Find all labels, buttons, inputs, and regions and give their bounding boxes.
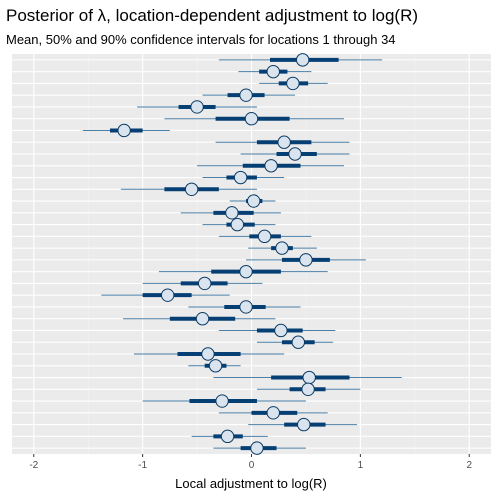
mean-point-loc-6: [244, 112, 259, 126]
mean-point-loc-34: [250, 441, 264, 455]
mean-point-loc-16: [257, 229, 272, 244]
mean-point-loc-8: [277, 135, 291, 149]
interval-marks: [82, 53, 402, 455]
x-tick-label: 2: [466, 460, 472, 471]
x-tick-label: -2: [29, 460, 38, 471]
x-axis: -2 -1 0 1 2: [29, 454, 472, 471]
x-tick-label: -1: [138, 460, 147, 471]
x-axis-title: Local adjustment to log(R): [175, 476, 327, 491]
mean-point-loc-2: [266, 64, 280, 79]
mean-point-loc-17: [275, 241, 289, 255]
mean-point-loc-33: [220, 429, 235, 444]
mean-point-loc-12: [184, 182, 199, 196]
mean-point-loc-1: [295, 53, 310, 67]
mean-point-loc-9: [288, 147, 302, 161]
mean-point-loc-18: [299, 253, 313, 267]
x-tick-label: 0: [249, 460, 255, 471]
mean-point-loc-19: [239, 264, 253, 279]
mean-point-loc-26: [201, 347, 215, 361]
mean-point-loc-7: [117, 123, 131, 138]
chart-title: Posterior of λ, location-dependent adjus…: [6, 6, 418, 25]
x-tick-label: 1: [358, 460, 364, 471]
mean-point-loc-10: [264, 159, 278, 173]
mean-point-loc-31: [266, 406, 280, 420]
mean-point-loc-20: [197, 276, 212, 291]
mean-point-loc-22: [239, 300, 253, 314]
mean-point-loc-15: [230, 217, 245, 232]
mean-point-loc-13: [246, 194, 261, 208]
mean-point-loc-25: [291, 335, 306, 349]
mean-point-loc-4: [239, 88, 253, 102]
mean-point-loc-28: [302, 370, 316, 385]
mean-point-loc-14: [225, 206, 239, 220]
chart-subtitle: Mean, 50% and 90% confidence intervals f…: [6, 32, 396, 47]
mean-point-loc-27: [208, 359, 223, 373]
mean-point-loc-30: [215, 394, 229, 408]
mean-point-loc-5: [190, 100, 204, 114]
mean-point-loc-24: [274, 323, 288, 338]
mean-point-loc-11: [233, 170, 248, 185]
mean-point-loc-23: [195, 312, 210, 326]
mean-point-loc-29: [301, 382, 315, 396]
mean-point-loc-21: [160, 288, 175, 302]
mean-point-loc-3: [286, 76, 300, 91]
mean-point-loc-32: [297, 417, 311, 432]
